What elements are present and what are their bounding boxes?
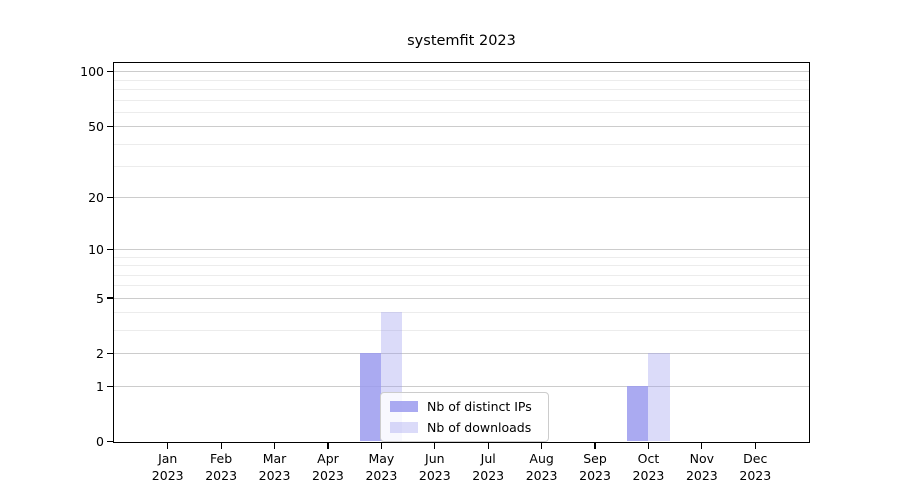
year-label: 2023 bbox=[472, 468, 505, 483]
y-tick-mark bbox=[107, 70, 113, 73]
x-tick-mark bbox=[754, 443, 756, 449]
y-tick-mark bbox=[107, 125, 113, 127]
plot-area: Nb of distinct IPs Nb of downloads bbox=[113, 62, 810, 443]
month-label: Sep bbox=[583, 451, 607, 466]
x-tick-label-jan: Jan 2023 bbox=[136, 450, 200, 484]
legend-label: Nb of downloads bbox=[427, 420, 532, 435]
gridline-minor bbox=[114, 274, 809, 276]
x-tick-mark bbox=[220, 443, 222, 449]
x-tick-mark bbox=[327, 443, 329, 449]
legend-swatch-icon bbox=[390, 422, 418, 433]
gridline-major bbox=[114, 385, 809, 387]
y-tick-label: 2 bbox=[96, 346, 104, 362]
x-tick-mark bbox=[167, 443, 169, 449]
y-tick-label: 0 bbox=[96, 434, 104, 450]
legend-item: Nb of downloads bbox=[390, 420, 539, 435]
x-tick-mark bbox=[594, 443, 596, 449]
bar-distinct-ips-oct bbox=[626, 385, 649, 442]
gridline-major bbox=[114, 353, 809, 355]
y-tick-label: 100 bbox=[80, 64, 104, 80]
y-tick-label: 20 bbox=[88, 190, 104, 206]
month-label: Dec bbox=[743, 451, 768, 466]
x-tick-label-oct: Oct 2023 bbox=[616, 450, 680, 484]
year-label: 2023 bbox=[525, 468, 558, 483]
y-tick-mark bbox=[107, 297, 113, 299]
year-label: 2023 bbox=[685, 468, 718, 483]
year-label: 2023 bbox=[418, 468, 451, 483]
y-tick-label: 10 bbox=[88, 241, 104, 257]
month-label: Oct bbox=[637, 451, 660, 466]
month-label: Jun bbox=[425, 451, 445, 466]
legend-swatch-icon bbox=[390, 401, 418, 412]
x-tick-mark bbox=[487, 443, 489, 449]
x-tick-label-jul: Jul 2023 bbox=[456, 450, 520, 484]
x-tick-label-sep: Sep 2023 bbox=[563, 450, 627, 484]
x-tick-label-dec: Dec 2023 bbox=[723, 450, 787, 484]
month-label: Apr bbox=[317, 451, 339, 466]
month-label: Jan bbox=[158, 451, 178, 466]
legend-label: Nb of distinct IPs bbox=[427, 399, 532, 414]
year-label: 2023 bbox=[579, 468, 611, 483]
y-tick-mark bbox=[107, 441, 113, 443]
x-tick-label-may: May 2023 bbox=[349, 450, 413, 484]
x-tick-label-jun: Jun 2023 bbox=[403, 450, 467, 484]
month-label: Aug bbox=[529, 451, 554, 466]
x-tick-mark bbox=[434, 443, 436, 449]
year-label: 2023 bbox=[365, 468, 398, 483]
legend: Nb of distinct IPs Nb of downloads bbox=[380, 392, 549, 442]
y-tick-label: 5 bbox=[96, 290, 104, 306]
month-label: Nov bbox=[689, 451, 715, 466]
gridline-minor bbox=[114, 79, 809, 81]
x-tick-mark bbox=[701, 443, 703, 449]
gridline-minor bbox=[114, 285, 809, 287]
x-tick-mark bbox=[380, 443, 382, 449]
y-tick-mark bbox=[107, 248, 113, 250]
year-label: 2023 bbox=[258, 468, 291, 483]
gridline-minor bbox=[114, 265, 809, 267]
gridline-major bbox=[114, 71, 809, 73]
month-label: Feb bbox=[210, 451, 233, 466]
x-tick-mark bbox=[647, 443, 650, 449]
y-tick-mark bbox=[107, 196, 113, 199]
year-label: 2023 bbox=[312, 468, 344, 483]
gridline-minor bbox=[114, 111, 809, 113]
bar-distinct-ips-may bbox=[359, 353, 382, 442]
gridline-minor bbox=[114, 256, 809, 258]
x-tick-label-feb: Feb 2023 bbox=[189, 450, 253, 484]
month-label: May bbox=[368, 451, 395, 466]
y-tick-label: 50 bbox=[88, 118, 104, 134]
gridline-minor bbox=[114, 143, 809, 145]
y-tick-mark bbox=[107, 385, 113, 387]
bar-downloads-oct bbox=[648, 353, 670, 442]
x-tick-label-aug: Aug 2023 bbox=[510, 450, 574, 484]
x-tick-label-mar: Mar 2023 bbox=[243, 450, 307, 484]
gridline-major bbox=[114, 197, 809, 199]
x-tick-label-apr: Apr 2023 bbox=[296, 450, 360, 484]
gridline-minor bbox=[114, 166, 809, 167]
gridline-major bbox=[114, 297, 809, 299]
month-label: Mar bbox=[262, 451, 287, 466]
gridline-major bbox=[114, 249, 809, 251]
x-tick-mark bbox=[273, 443, 276, 449]
year-label: 2023 bbox=[205, 468, 238, 483]
gridline-minor bbox=[114, 99, 809, 101]
gridline-minor bbox=[114, 330, 809, 332]
y-tick-mark bbox=[107, 352, 113, 355]
x-tick-mark bbox=[541, 443, 543, 449]
year-label: 2023 bbox=[739, 468, 772, 483]
year-label: 2023 bbox=[632, 468, 665, 483]
year-label: 2023 bbox=[151, 468, 184, 483]
gridline-minor bbox=[114, 88, 809, 90]
gridline-minor bbox=[114, 312, 809, 314]
x-tick-label-nov: Nov 2023 bbox=[670, 450, 734, 484]
month-label: Jul bbox=[480, 451, 496, 466]
gridline-major bbox=[114, 126, 809, 128]
chart-title: systemfit 2023 bbox=[407, 33, 516, 49]
legend-item: Nb of distinct IPs bbox=[390, 399, 539, 414]
y-tick-label: 1 bbox=[96, 378, 104, 394]
